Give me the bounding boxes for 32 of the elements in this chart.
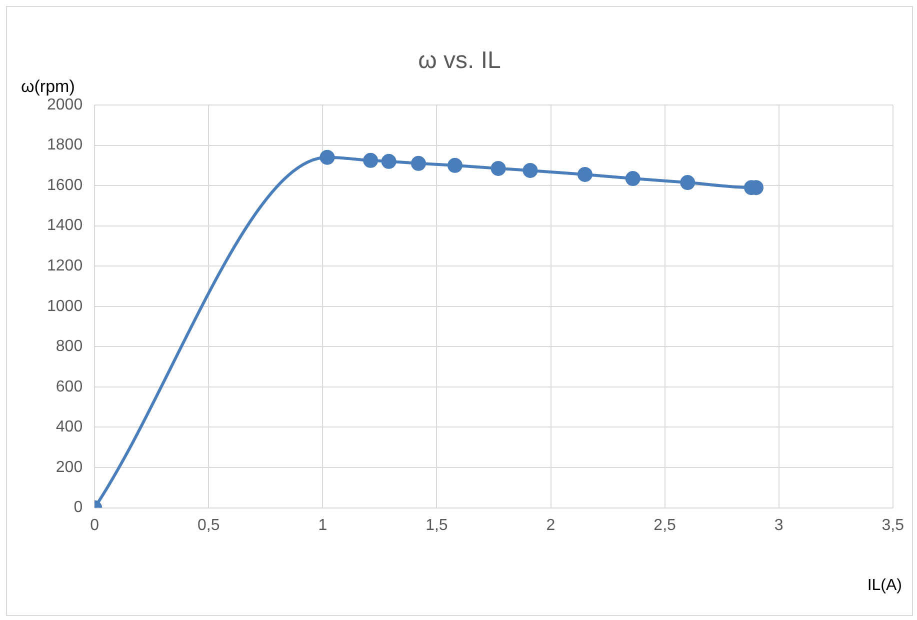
x-tick-label: 1,5: [426, 516, 448, 534]
y-tick-label: 800: [56, 338, 83, 356]
x-tick-label: 0: [90, 516, 100, 534]
chart-title: ω vs. IL: [417, 47, 502, 75]
x-tick-label: 0,5: [198, 516, 220, 534]
y-tick-label: 1400: [47, 217, 83, 234]
y-tick-label: 1800: [47, 136, 83, 154]
point: [320, 150, 335, 165]
x-tick-label: 3: [774, 516, 784, 534]
x-tick-label: 2: [546, 516, 556, 534]
y-tick-label: 200: [56, 458, 83, 476]
point: [680, 175, 696, 190]
y-axis-title: ω(rpm): [21, 77, 75, 97]
x-axis-title: IL(A): [867, 577, 902, 595]
y-tick-label: 400: [56, 418, 83, 436]
y-tick-label: 1600: [47, 176, 83, 194]
point: [490, 160, 506, 176]
point: [363, 152, 378, 168]
x-tick-label: 1: [318, 516, 328, 534]
point: [410, 156, 426, 171]
x-tick-label: 3,5: [882, 516, 904, 534]
point: [522, 162, 538, 178]
y-tick-label: 0: [74, 499, 83, 516]
y-tick-label: 2000: [47, 96, 83, 114]
x-tick-label: 2,5: [654, 516, 676, 534]
point: [381, 154, 396, 169]
y-tick-label: 1200: [47, 258, 83, 275]
point: [625, 171, 640, 186]
point: [577, 166, 592, 182]
y-tick-label: 1000: [47, 298, 83, 315]
y-tick-label: 600: [56, 378, 83, 396]
point: [447, 158, 462, 173]
